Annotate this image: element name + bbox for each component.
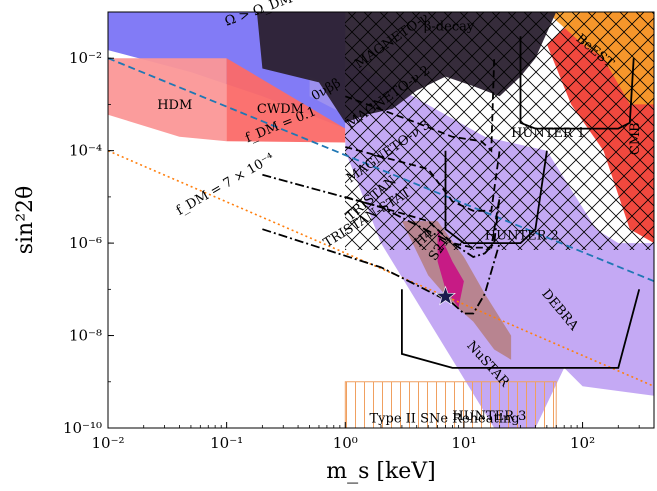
line-tristan xyxy=(262,173,501,258)
projection-lines xyxy=(108,36,654,388)
label-decay: β-decay xyxy=(424,19,475,34)
x-tick-label: 10⁰ xyxy=(333,434,358,452)
y-tick-label: 10⁻⁴ xyxy=(69,142,102,160)
x-axis-label: m_s [keV] xyxy=(326,459,436,484)
x-axis-ticks: 10⁻² 10⁻¹ 10⁰ 10¹ 10² xyxy=(91,422,655,452)
label-type-ii-sne-reheating: Type II SNe Reheating xyxy=(370,412,520,427)
x-tick-label: 10¹ xyxy=(451,434,476,452)
hatched-region xyxy=(345,12,654,250)
line-hunter-2 xyxy=(444,150,548,244)
x-tick-label: 10⁻² xyxy=(91,434,124,452)
line-magneto-3 xyxy=(345,196,501,249)
label-cmb: CMB xyxy=(628,122,643,155)
label-cwdm: CWDM xyxy=(257,102,304,117)
label-f-dm-7-10: f_DM = 7 × 10⁻⁴ xyxy=(174,151,277,219)
line-tristan-stat xyxy=(262,228,501,315)
x-tick-label: 10⁻¹ xyxy=(210,434,243,452)
line-f-dm-7-10 xyxy=(108,149,654,388)
y-tick-label: 10⁻⁸ xyxy=(69,327,102,345)
star-marker xyxy=(435,285,456,306)
region-type-ii-sne-reheating xyxy=(344,381,557,428)
region-hdm xyxy=(108,58,227,142)
region-cwdm xyxy=(226,58,346,143)
label-hunter-2: HUNTER 2 xyxy=(485,229,559,244)
label-hunter-1: HUNTER 1 xyxy=(511,126,585,141)
markers xyxy=(435,285,456,306)
y-tick-label: 10⁻¹⁰ xyxy=(63,419,102,437)
y-tick-label: 10⁻² xyxy=(69,49,102,67)
y-tick-label: 10⁻⁶ xyxy=(69,234,102,252)
y-axis-ticks: 10⁻¹⁰ 10⁻⁸ 10⁻⁶ 10⁻⁴ 10⁻² xyxy=(63,49,114,437)
line-hunter-3 xyxy=(401,289,641,369)
label-hunter-3: HUNTER 3 xyxy=(452,409,526,424)
label-hdm: HDM xyxy=(157,98,192,113)
line-magneto-2 xyxy=(345,146,501,212)
y-axis-label: sin²2θ xyxy=(13,186,38,255)
line-hunter-1 xyxy=(519,36,635,130)
x-tick-label: 10² xyxy=(570,434,595,452)
